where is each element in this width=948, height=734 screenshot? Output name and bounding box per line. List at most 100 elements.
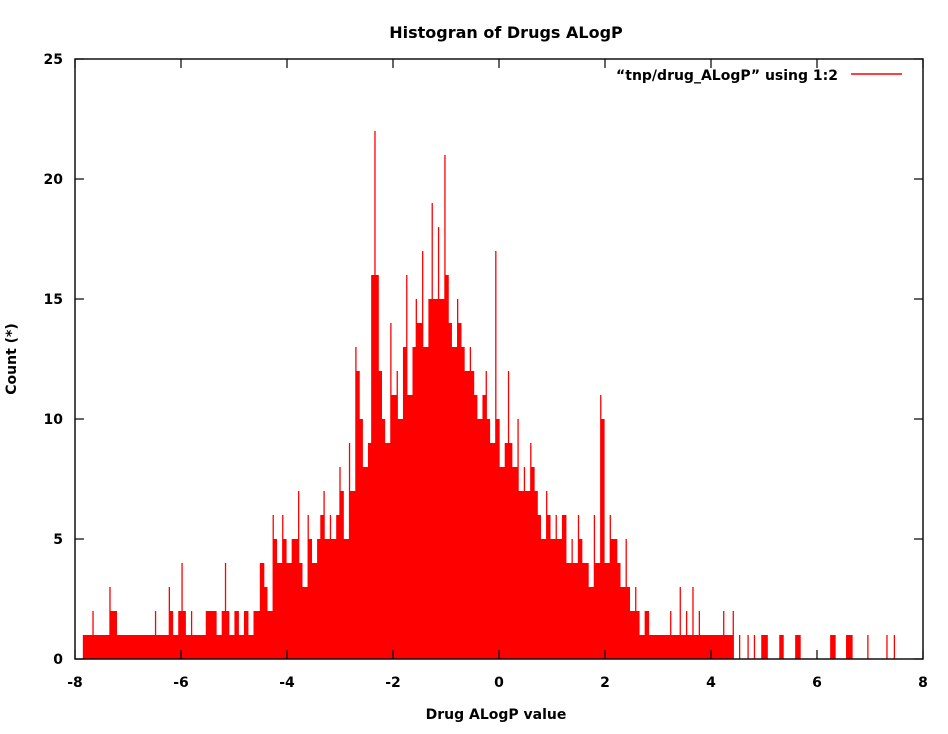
histogram-fill	[292, 539, 296, 659]
histogram-fill	[530, 467, 534, 659]
histogram-fill	[546, 515, 550, 659]
histogram-fill	[714, 635, 720, 659]
histogram-fill	[457, 323, 461, 659]
x-axis-label: Drug ALogP value	[426, 707, 567, 723]
histogram-fill	[89, 635, 94, 659]
histogram-fill	[683, 635, 687, 659]
histogram-fill	[346, 539, 350, 659]
histogram-fill	[572, 563, 576, 659]
histogram-fill	[425, 347, 430, 659]
histogram-fill	[276, 563, 280, 659]
histogram-fill	[635, 611, 639, 659]
histogram-fill	[648, 635, 652, 659]
histogram-fill	[93, 635, 97, 659]
histogram-fill	[489, 443, 493, 659]
histogram-fill	[257, 611, 261, 659]
histogram-fill	[702, 635, 706, 659]
y-tick-label: 0	[53, 652, 63, 668]
histogram-fill	[83, 635, 87, 659]
histogram-fill	[231, 635, 236, 659]
histogram-fill	[505, 443, 509, 659]
histogram-fill	[266, 611, 271, 659]
histogram-fill	[476, 419, 480, 659]
histogram-fill	[254, 611, 258, 659]
histogram-fill	[371, 275, 375, 659]
histogram-fill	[333, 539, 337, 659]
histogram-fill	[464, 371, 468, 659]
histogram-fill	[209, 611, 213, 659]
histogram-fill	[397, 419, 401, 659]
axis-ticks: -8 -6 -4 -2 0 2 4 6 8 0 5 10 15 20 25	[44, 52, 928, 691]
histogram-fill	[202, 635, 207, 659]
y-tick-label: 20	[44, 172, 64, 188]
histogram-fill	[305, 587, 309, 659]
histogram-fill	[499, 467, 503, 659]
histogram-fill	[317, 539, 321, 659]
histogram-fill	[96, 635, 100, 659]
histogram-fill	[680, 635, 684, 659]
histogram-fill	[241, 635, 245, 659]
y-axis-label: Count (*)	[4, 323, 20, 395]
histogram-fill	[138, 635, 144, 659]
histogram-fill	[699, 635, 703, 659]
histogram-fill	[122, 635, 127, 659]
histogram-fill	[661, 635, 665, 659]
histogram-fill	[460, 347, 465, 659]
histogram-fill	[311, 563, 315, 659]
histogram-fill	[175, 635, 179, 659]
histogram-fill	[432, 299, 436, 659]
histogram-fill	[314, 563, 318, 659]
x-tick-label: 0	[494, 675, 504, 691]
histogram-fill	[135, 635, 139, 659]
y-tick-label: 15	[44, 292, 63, 308]
y-tick-label: 5	[53, 532, 63, 548]
histogram-fill	[247, 635, 251, 659]
histogram-fill	[374, 275, 379, 659]
histogram-fill	[708, 635, 715, 659]
histogram-fill	[830, 635, 836, 659]
x-tick-label: -8	[67, 675, 83, 691]
histogram-fill	[795, 635, 801, 659]
histogram-fill	[244, 611, 248, 659]
histogram-fill	[584, 563, 589, 659]
histogram-fill	[623, 587, 627, 659]
histogram-fill	[340, 491, 344, 659]
histogram-fill	[467, 371, 471, 659]
histogram-fill	[616, 563, 620, 659]
histogram-fill	[719, 635, 724, 659]
histogram-fill	[394, 395, 398, 659]
histogram-fill	[591, 587, 595, 659]
histogram-fill	[147, 635, 152, 659]
histogram-fill	[723, 635, 730, 659]
histogram-fill	[119, 635, 123, 659]
histogram-fill	[406, 395, 410, 659]
histogram-fill	[384, 443, 388, 659]
histogram-fill	[238, 635, 242, 659]
histogram-fill	[387, 443, 391, 659]
histogram-fill	[219, 635, 223, 659]
histogram-fill	[642, 635, 646, 659]
histogram-fill	[282, 539, 286, 659]
histogram-fill	[285, 563, 290, 659]
histogram-fill	[613, 539, 617, 659]
histogram-fill	[654, 635, 658, 659]
histogram-fill	[263, 587, 267, 659]
histogram-fill	[578, 539, 582, 659]
histogram-fill	[568, 563, 573, 659]
histogram-fill	[151, 635, 156, 659]
histogram-fill	[492, 443, 496, 659]
histogram-fill	[502, 467, 506, 659]
histogram-fill	[235, 611, 239, 659]
histogram-fill	[182, 611, 186, 659]
histogram-fill	[324, 539, 328, 659]
histogram-fill	[511, 467, 515, 659]
histogram-fill	[645, 611, 649, 659]
histogram-fill	[549, 539, 554, 659]
histogram-fill	[729, 635, 734, 659]
histogram-fill	[106, 635, 110, 659]
y-tick-label: 25	[44, 52, 63, 68]
histogram-fill	[689, 635, 693, 659]
histogram-fill	[308, 539, 312, 659]
legend-label: “tnp/drug_ALogP” using 1:2	[616, 68, 838, 84]
